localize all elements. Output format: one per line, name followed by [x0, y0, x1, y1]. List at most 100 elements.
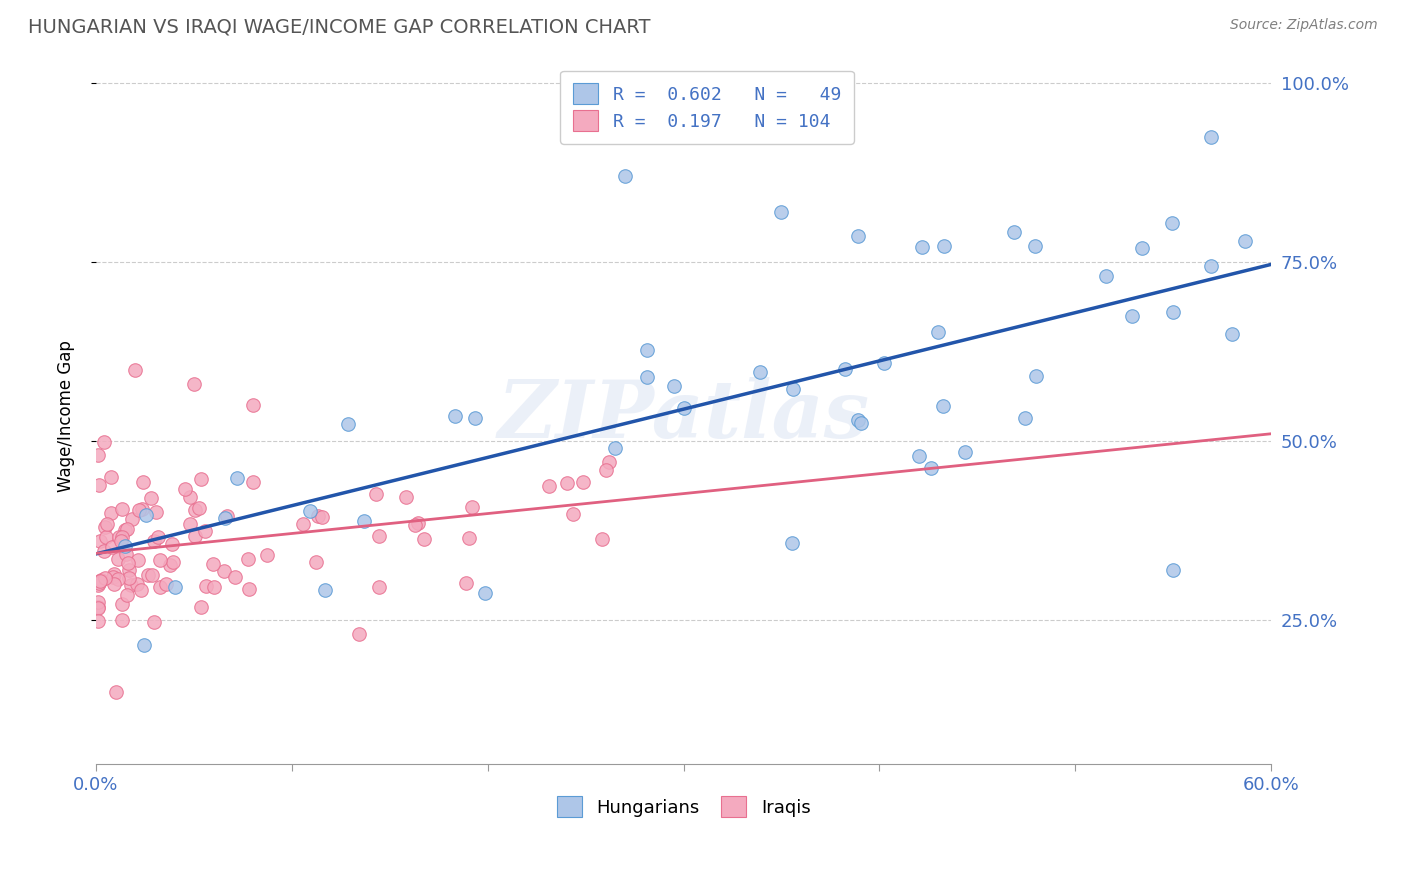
Point [934, 238, 956, 252]
Point [238, 582, 260, 597]
Point [89, 576, 111, 591]
Point [298, 504, 321, 518]
Point [89, 574, 111, 588]
Point [120, 578, 142, 592]
Point [1160, 216, 1182, 230]
Point [907, 449, 929, 463]
Point [454, 575, 477, 590]
Point [395, 490, 418, 504]
Point [591, 533, 613, 547]
Point [636, 370, 658, 384]
Point [125, 577, 148, 591]
Point [353, 514, 375, 528]
Point [132, 638, 155, 652]
Point [613, 169, 636, 183]
Point [834, 361, 856, 376]
Point [1161, 563, 1184, 577]
Point [1025, 368, 1047, 383]
Point [155, 577, 177, 591]
Point [87, 600, 110, 615]
Point [139, 491, 162, 505]
Point [873, 356, 896, 370]
Point [1024, 239, 1046, 253]
Point [107, 572, 129, 586]
Point [174, 482, 197, 496]
Point [114, 547, 136, 561]
Point [179, 490, 201, 504]
Point [87, 448, 110, 462]
Point [461, 500, 484, 514]
Point [572, 475, 595, 489]
Point [107, 551, 129, 566]
Legend: Hungarians, Iraqis: Hungarians, Iraqis [550, 789, 818, 824]
Point [111, 597, 134, 611]
Point [89, 534, 111, 549]
Point [846, 413, 869, 427]
Point [136, 567, 159, 582]
Text: HUNGARIAN VS IRAQI WAGE/INCOME GAP CORRELATION CHART: HUNGARIAN VS IRAQI WAGE/INCOME GAP CORRE… [28, 18, 651, 37]
Point [444, 409, 467, 424]
Point [1130, 242, 1153, 256]
Point [94, 530, 117, 544]
Point [555, 476, 578, 491]
Text: Source: ZipAtlas.com: Source: ZipAtlas.com [1230, 18, 1378, 32]
Point [1233, 234, 1256, 248]
Point [780, 535, 803, 549]
Point [242, 475, 264, 489]
Point [782, 383, 804, 397]
Point [149, 580, 172, 594]
Point [104, 685, 127, 699]
Point [242, 399, 264, 413]
Point [927, 325, 949, 339]
Point [93, 434, 115, 449]
Point [1095, 268, 1118, 283]
Point [184, 503, 207, 517]
Point [87, 600, 110, 615]
Point [598, 455, 620, 469]
Point [305, 555, 328, 569]
Point [142, 615, 165, 629]
Point [256, 548, 278, 562]
Point [190, 472, 212, 486]
Point [128, 503, 150, 517]
Point [124, 362, 146, 376]
Point [115, 588, 138, 602]
Point [406, 516, 429, 531]
Point [163, 580, 186, 594]
Point [184, 529, 207, 543]
Point [1121, 310, 1143, 324]
Point [190, 600, 212, 615]
Point [953, 445, 976, 459]
Point [314, 583, 336, 598]
Point [1201, 259, 1223, 273]
Point [159, 558, 181, 573]
Point [236, 551, 259, 566]
Point [131, 501, 153, 516]
Point [307, 509, 329, 524]
Point [96, 516, 118, 531]
Point [194, 578, 217, 592]
Point [846, 229, 869, 244]
Point [110, 534, 132, 549]
Point [87, 478, 110, 492]
Point [910, 240, 932, 254]
Point [103, 567, 125, 582]
Point [183, 376, 205, 391]
Point [132, 475, 155, 489]
Point [103, 577, 125, 591]
Point [202, 557, 225, 571]
Point [603, 441, 626, 455]
Point [101, 541, 124, 555]
Point [1161, 305, 1184, 319]
Point [214, 510, 236, 524]
Point [94, 571, 117, 585]
Point [562, 507, 585, 521]
Point [100, 506, 122, 520]
Point [412, 533, 434, 547]
Point [101, 570, 124, 584]
Y-axis label: Wage/Income Gap: Wage/Income Gap [58, 340, 75, 492]
Point [749, 365, 772, 379]
Point [114, 523, 136, 537]
Point [87, 577, 110, 591]
Point [149, 552, 172, 566]
